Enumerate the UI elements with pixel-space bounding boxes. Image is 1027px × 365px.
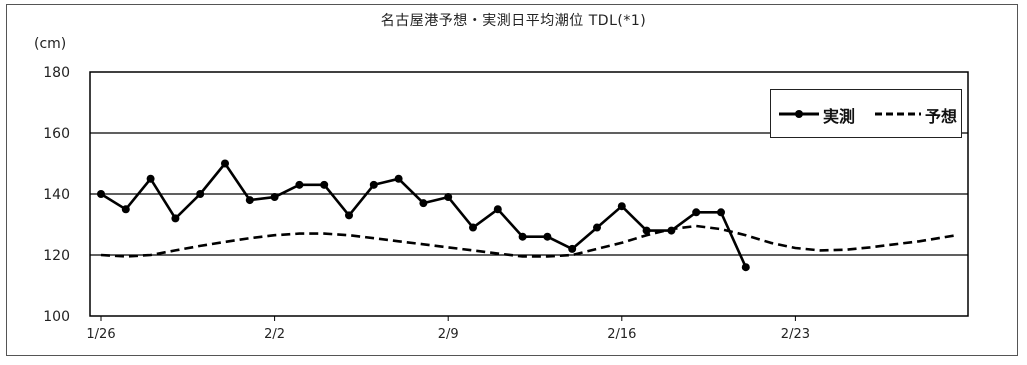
legend-swatches [779, 110, 921, 118]
data-point-actual [469, 223, 477, 232]
x-tick-label: 2/16 [607, 327, 636, 342]
data-point-actual [295, 180, 304, 189]
data-point-actual [692, 208, 701, 217]
data-point-actual [741, 263, 750, 272]
data-point-actual [369, 180, 378, 189]
y-tick-label: 160 [43, 126, 70, 142]
data-point-actual [97, 190, 105, 198]
data-point-actual [245, 196, 254, 205]
y-tick-label: 120 [43, 248, 70, 264]
legend-label-actual: 実測 [823, 107, 856, 126]
data-point-actual [146, 174, 155, 183]
data-point-actual [543, 232, 552, 241]
y-tick-label: 140 [43, 187, 70, 203]
series-line-forecast [100, 224, 957, 258]
data-point-actual [493, 205, 502, 214]
plot-border [89, 71, 969, 317]
y-tick-label: 180 [43, 65, 70, 81]
data-point-actual [717, 208, 725, 217]
data-point-actual [171, 214, 180, 223]
legend: 実測 予想 [770, 89, 962, 138]
data-point-actual [518, 232, 527, 241]
data-point-actual [270, 193, 279, 202]
x-tick-label: 1/26 [86, 327, 115, 342]
data-point-actual [121, 205, 130, 214]
data-point-actual [617, 202, 626, 211]
data-point-actual [444, 193, 453, 202]
data-point-actual [196, 190, 205, 198]
legend-marker-actual [795, 110, 803, 118]
data-point-actual [320, 180, 329, 189]
x-tick-label: 2/2 [264, 327, 285, 342]
y-axis-unit: (cm) [34, 36, 67, 52]
legend-label-forecast: 予想 [925, 107, 958, 126]
data-point-actual [568, 244, 577, 253]
data-point-actual [642, 226, 651, 235]
data-point-actual [394, 174, 403, 183]
series-line-actual [100, 162, 747, 268]
data-point-actual [593, 223, 601, 232]
chart-frame [6, 4, 1018, 356]
data-point-actual [419, 199, 428, 208]
data-point-actual [345, 211, 353, 220]
y-tick-label: 100 [43, 309, 70, 325]
chart-title: 名古屋港予想・実測日平均潮位 TDL(*1) [380, 13, 647, 29]
x-tick-label: 2/9 [438, 327, 459, 342]
x-tick-label: 2/23 [781, 327, 810, 342]
data-point-actual [221, 159, 229, 168]
